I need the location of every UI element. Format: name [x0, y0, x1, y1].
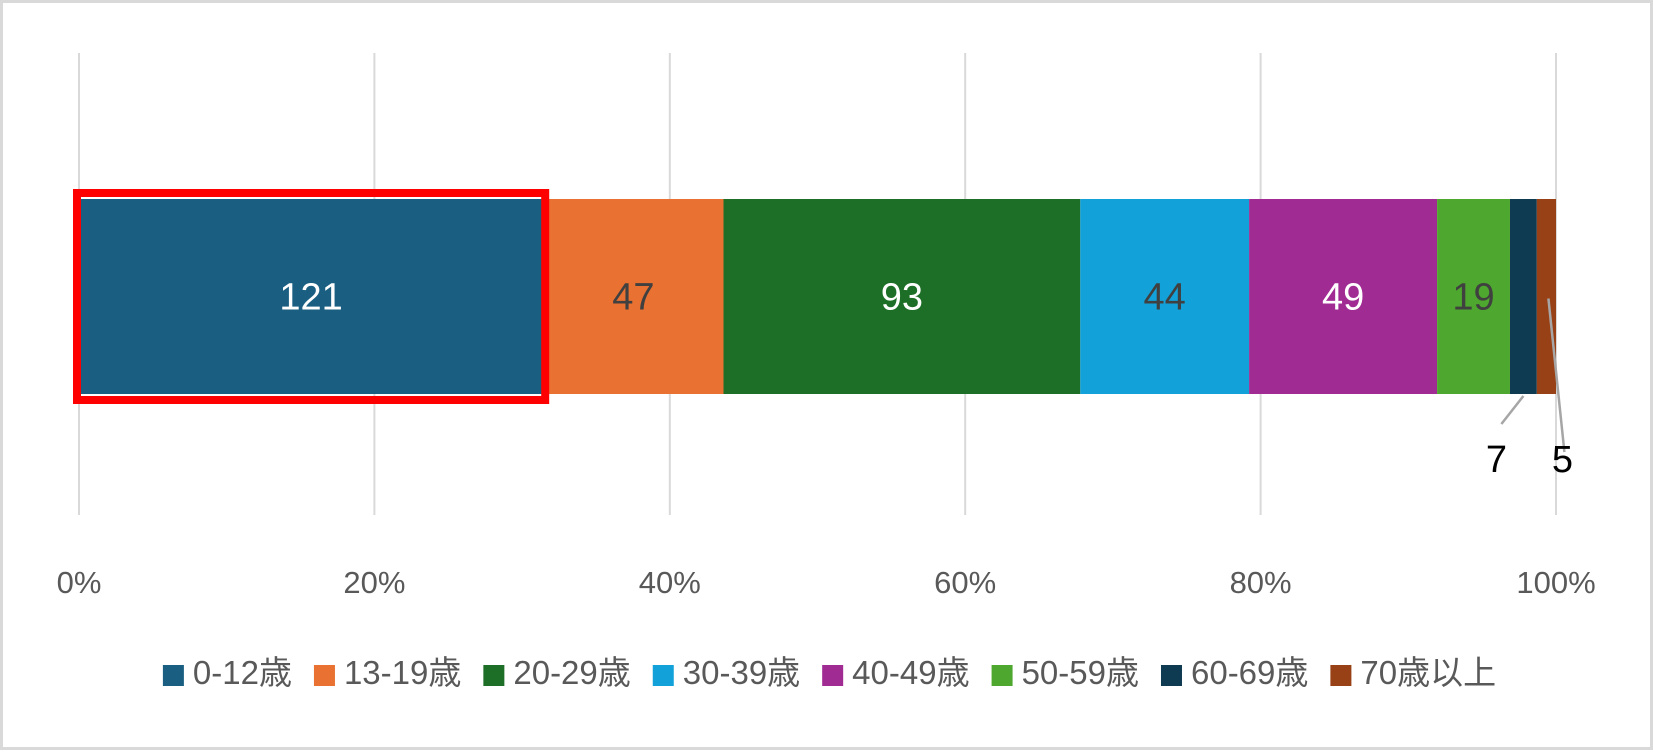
legend-label: 40-49歳	[852, 654, 969, 691]
legend-label: 70歳以上	[1360, 654, 1496, 691]
data-labels: 121 47 93 44 49 19 7 5	[279, 277, 1573, 482]
legend-item: 30-39歳	[652, 654, 800, 691]
legend-item: 60-69歳	[1160, 654, 1308, 691]
bar-segment	[1437, 199, 1510, 394]
legend-swatch	[483, 665, 505, 686]
legend-swatch	[652, 665, 674, 686]
x-tick-label: 80%	[1230, 565, 1292, 600]
x-axis-ticks: 0% 20% 40% 60% 80% 100%	[57, 565, 1596, 600]
bar-segment	[1536, 199, 1556, 394]
legend: 0-12歳 13-19歳 20-29歳 30-39歳 40-49歳 50-59歳 60-69…	[162, 654, 1496, 691]
data-label-callout: 7	[1486, 439, 1507, 481]
legend-item: 20-29歳	[483, 654, 631, 691]
legend-label: 30-39歳	[683, 654, 800, 691]
data-label: 47	[612, 277, 654, 319]
bar-segment	[79, 199, 544, 394]
bar-segment	[1249, 199, 1438, 394]
legend-item: 50-59歳	[991, 654, 1139, 691]
legend-swatch	[162, 665, 184, 686]
x-tick-label: 40%	[639, 565, 701, 600]
legend-label: 60-69歳	[1191, 654, 1308, 691]
legend-swatch	[822, 665, 844, 686]
legend-label: 20-29歳	[513, 654, 630, 691]
legend-label: 0-12歳	[193, 654, 292, 691]
data-label: 121	[279, 277, 342, 319]
bar-segment	[1080, 199, 1250, 394]
chart-svg: 121 47 93 44 49 19 7 5 0% 20% 40% 60% 80% 100% 0-12歳…	[57, 53, 1596, 691]
stacked-bar	[73, 189, 1556, 404]
legend-item: 70歳以上	[1330, 654, 1496, 691]
data-label-callout: 5	[1552, 439, 1573, 481]
legend-swatch	[1330, 665, 1352, 686]
legend-swatch	[1160, 665, 1182, 686]
legend-swatch	[991, 665, 1013, 686]
x-tick-label: 0%	[57, 565, 102, 600]
bar-segment	[723, 199, 1081, 394]
legend-label: 13-19歳	[344, 654, 461, 691]
data-label: 44	[1144, 277, 1186, 319]
x-tick-label: 60%	[934, 565, 996, 600]
legend-item: 13-19歳	[313, 654, 461, 691]
bar-segment	[1509, 199, 1537, 394]
legend-item: 40-49歳	[822, 654, 970, 691]
data-label: 19	[1452, 277, 1494, 319]
leader-line	[1500, 395, 1525, 425]
leader-line	[1547, 298, 1566, 453]
highlight-box	[73, 189, 550, 404]
legend-label: 50-59歳	[1022, 654, 1139, 691]
data-label: 49	[1322, 277, 1364, 319]
data-label: 93	[881, 277, 923, 319]
bar-segment	[543, 199, 724, 394]
legend-item: 0-12歳	[162, 654, 292, 691]
x-tick-label: 20%	[343, 565, 405, 600]
x-tick-label: 100%	[1516, 565, 1595, 600]
legend-swatch	[313, 665, 335, 686]
